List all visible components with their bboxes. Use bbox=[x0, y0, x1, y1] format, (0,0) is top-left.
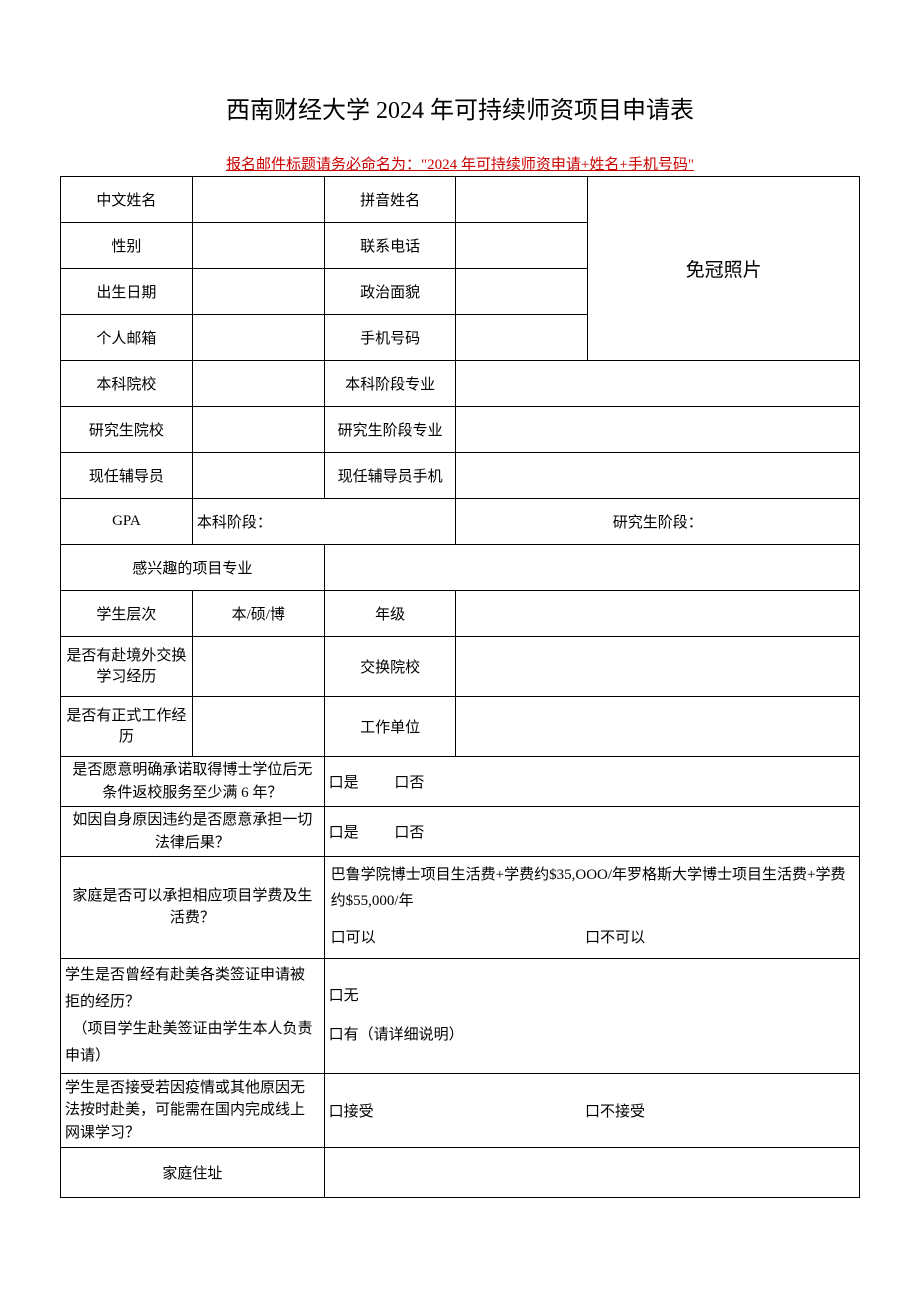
label-visa: 学生是否曾经有赴美各类签证申请被拒的经历？ （项目学生赴美签证由学生本人负责申请… bbox=[61, 958, 325, 1073]
label-gender: 性别 bbox=[61, 223, 193, 269]
input-grad-school[interactable] bbox=[192, 407, 324, 453]
label-student-level: 学生层次 bbox=[61, 591, 193, 637]
label-email: 个人邮箱 bbox=[61, 315, 193, 361]
label-advisor-phone: 现任辅导员手机 bbox=[324, 453, 456, 499]
label-advisor: 现任辅导员 bbox=[61, 453, 193, 499]
checkbox-no[interactable]: 口否 bbox=[394, 771, 424, 792]
input-email[interactable] bbox=[192, 315, 324, 361]
input-name-py[interactable] bbox=[456, 177, 588, 223]
page-title: 西南财经大学 2024 年可持续师资项目申请表 bbox=[60, 90, 860, 125]
checkbox-not-accept[interactable]: 口不接受 bbox=[585, 1104, 645, 1120]
label-grade: 年级 bbox=[324, 591, 456, 637]
label-gpa: GPA bbox=[61, 499, 193, 545]
label-interest-major: 感兴趣的项目专业 bbox=[61, 545, 325, 591]
label-work-exp: 是否有正式工作经历 bbox=[61, 697, 193, 757]
checkbox-no[interactable]: 口否 bbox=[394, 821, 424, 842]
label-grad-major: 研究生阶段专业 bbox=[324, 407, 456, 453]
label-commit-return: 是否愿意明确承诺取得博士学位后无条件返校服务至少满 6 年？ bbox=[61, 757, 325, 807]
label-mobile: 手机号码 bbox=[324, 315, 456, 361]
label-name-cn: 中文姓名 bbox=[61, 177, 193, 223]
input-commit-legal[interactable]: 口是 口否 bbox=[324, 807, 859, 857]
fee-detail: 巴鲁学院博士项目生活费+学费约$35,OOO/年罗格斯大学博士项目生活费+学费约… bbox=[331, 863, 853, 914]
label-undergrad-school: 本科院校 bbox=[61, 361, 193, 407]
input-undergrad-major[interactable] bbox=[456, 361, 860, 407]
input-online[interactable]: 口接受 口不接受 bbox=[324, 1073, 859, 1148]
photo-placeholder[interactable]: 免冠照片 bbox=[588, 177, 860, 361]
label-work-unit: 工作单位 bbox=[324, 697, 456, 757]
input-phone[interactable] bbox=[456, 223, 588, 269]
label-birth: 出生日期 bbox=[61, 269, 193, 315]
checkbox-yes[interactable]: 口是 bbox=[329, 821, 359, 842]
email-subject-note: 报名邮件标题请务必命名为："2024 年可持续师资申请+姓名+手机号码" bbox=[60, 153, 860, 174]
input-grad-major[interactable] bbox=[456, 407, 860, 453]
input-work-exp[interactable] bbox=[192, 697, 324, 757]
input-address[interactable] bbox=[324, 1148, 859, 1198]
label-online: 学生是否接受若因疫情或其他原因无法按时赴美，可能需在国内完成线上网课学习？ bbox=[61, 1073, 325, 1148]
checkbox-can[interactable]: 口可以 bbox=[331, 926, 582, 952]
input-commit-return[interactable]: 口是 口否 bbox=[324, 757, 859, 807]
label-exchange-school: 交换院校 bbox=[324, 637, 456, 697]
input-name-cn[interactable] bbox=[192, 177, 324, 223]
input-work-unit[interactable] bbox=[456, 697, 860, 757]
input-undergrad-school[interactable] bbox=[192, 361, 324, 407]
input-visa[interactable]: 口无 口有（请详细说明） bbox=[324, 958, 859, 1073]
input-advisor-phone[interactable] bbox=[456, 453, 860, 499]
input-student-level[interactable]: 本/硕/博 bbox=[192, 591, 324, 637]
input-gpa-undergrad[interactable]: 本科阶段： bbox=[192, 499, 456, 545]
label-fee: 家庭是否可以承担相应项目学费及生活费？ bbox=[61, 857, 325, 959]
checkbox-accept[interactable]: 口接受 bbox=[329, 1100, 582, 1121]
label-name-py: 拼音姓名 bbox=[324, 177, 456, 223]
label-commit-legal: 如因自身原因违约是否愿意承担一切法律后果？ bbox=[61, 807, 325, 857]
label-exchange: 是否有赴境外交换学习经历 bbox=[61, 637, 193, 697]
label-phone: 联系电话 bbox=[324, 223, 456, 269]
checkbox-has-detail[interactable]: 口有（请详细说明） bbox=[329, 1016, 855, 1055]
checkbox-yes[interactable]: 口是 bbox=[329, 771, 359, 792]
input-gpa-grad[interactable]: 研究生阶段： bbox=[456, 499, 860, 545]
input-grade[interactable] bbox=[456, 591, 860, 637]
application-form-table: 中文姓名 拼音姓名 免冠照片 性别 联系电话 出生日期 政治面貌 个人邮箱 手机… bbox=[60, 176, 860, 1198]
input-political[interactable] bbox=[456, 269, 588, 315]
input-birth[interactable] bbox=[192, 269, 324, 315]
label-address: 家庭住址 bbox=[61, 1148, 325, 1198]
input-mobile[interactable] bbox=[456, 315, 588, 361]
checkbox-cannot[interactable]: 口不可以 bbox=[585, 930, 645, 946]
input-exchange[interactable] bbox=[192, 637, 324, 697]
checkbox-none[interactable]: 口无 bbox=[329, 977, 855, 1016]
input-advisor[interactable] bbox=[192, 453, 324, 499]
label-undergrad-major: 本科阶段专业 bbox=[324, 361, 456, 407]
input-fee[interactable]: 巴鲁学院博士项目生活费+学费约$35,OOO/年罗格斯大学博士项目生活费+学费约… bbox=[324, 857, 859, 959]
input-interest-major[interactable] bbox=[324, 545, 859, 591]
label-political: 政治面貌 bbox=[324, 269, 456, 315]
input-exchange-school[interactable] bbox=[456, 637, 860, 697]
input-gender[interactable] bbox=[192, 223, 324, 269]
label-grad-school: 研究生院校 bbox=[61, 407, 193, 453]
